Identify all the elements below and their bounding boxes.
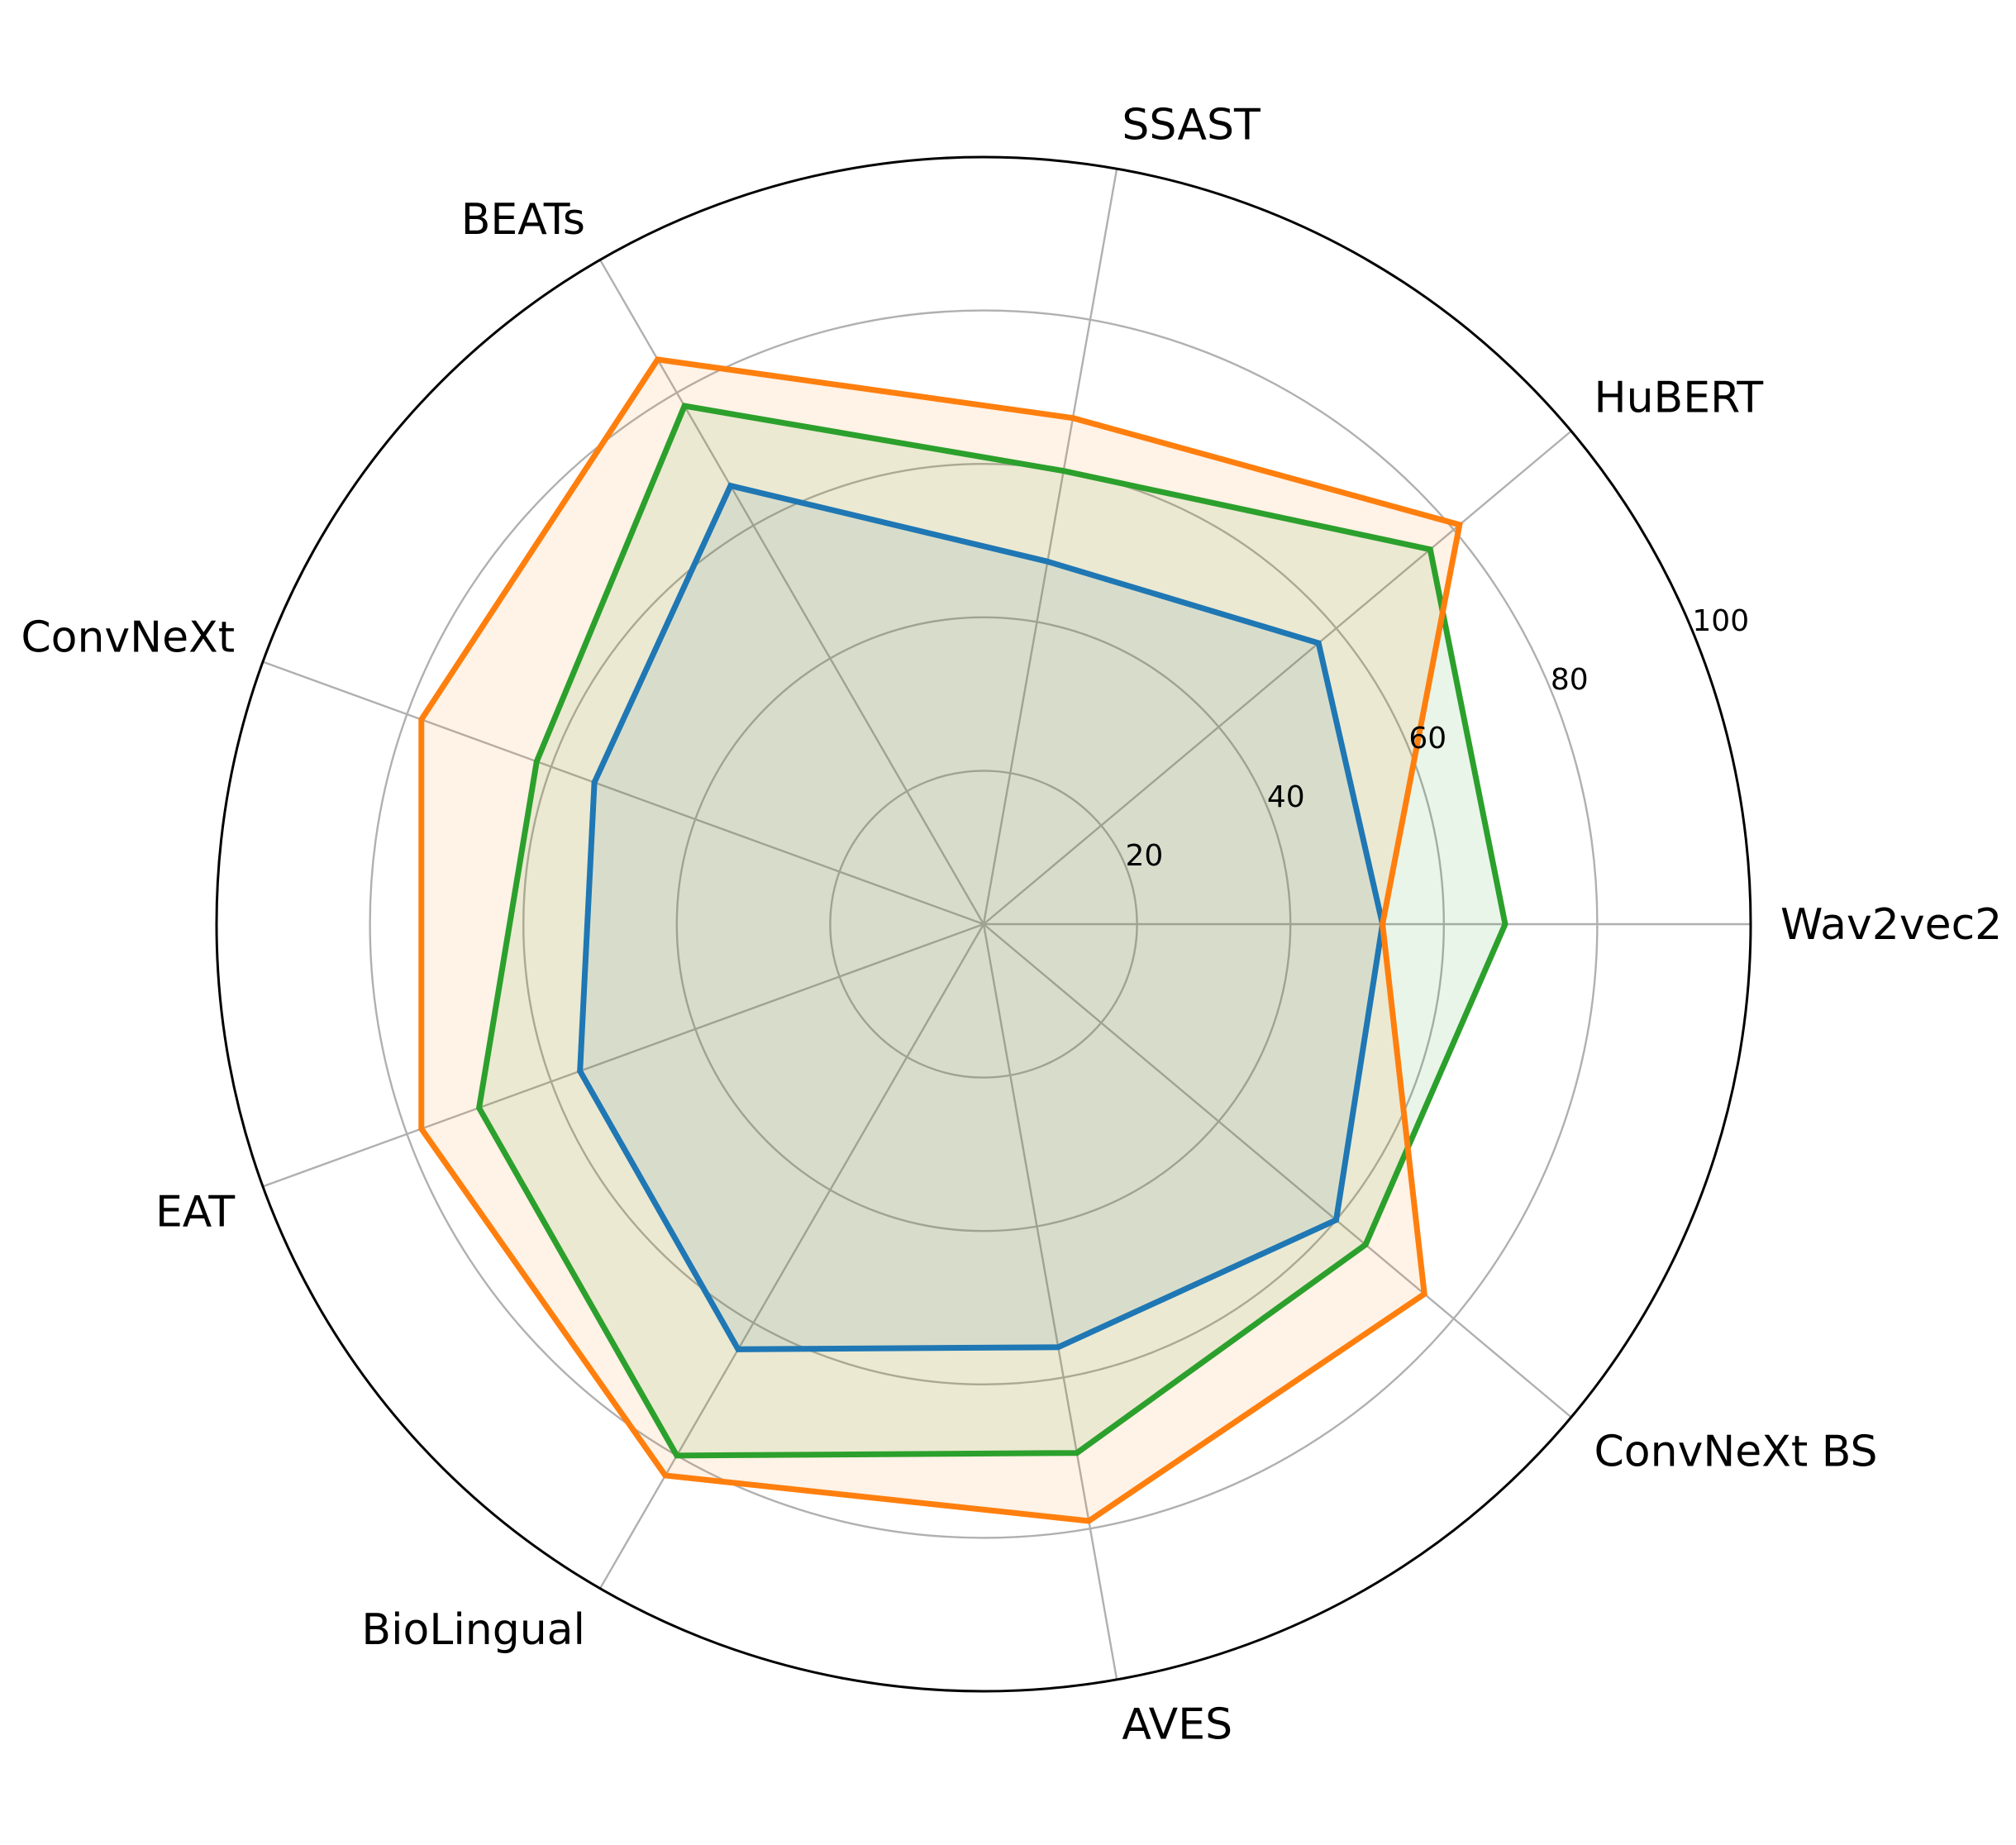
outer-circle (215, 155, 1752, 1693)
category-label-hubert: HuBERT (1594, 373, 1764, 422)
r-tick-label-60: 60 (1408, 722, 1446, 756)
spoke-hubert (983, 430, 1572, 925)
category-label-convnext-bs: ConvNeXt BS (1594, 1428, 1878, 1477)
series-1-fill (579, 485, 1383, 1350)
category-label-beats: BEATs (461, 195, 585, 245)
category-label-aves: AVES (1122, 1700, 1232, 1749)
r-tick-label-100: 100 (1692, 604, 1749, 638)
series-1-line (577, 482, 1386, 1352)
category-label-convnext: ConvNeXt (21, 613, 235, 662)
spoke-eat (262, 922, 984, 1188)
series-2-fill (479, 406, 1505, 1456)
category-label-eat: EAT (155, 1188, 235, 1237)
spoke-ssast (982, 168, 1118, 925)
radar-grid (262, 168, 1751, 1681)
spoke-aves (982, 923, 1118, 1681)
category-label-biolingual: BioLingual (361, 1605, 585, 1655)
category-label-wav2vec2: Wav2vec2 (1780, 900, 2002, 950)
spoke-beats (598, 259, 985, 925)
radar-series (418, 356, 1508, 1524)
category-label-ssast: SSAST (1122, 101, 1261, 150)
series-3-line (418, 356, 1463, 1524)
category-labels: Wav2vec2 HuBERT SSAST BEATs ConvNeXt EAT BioLi… (21, 101, 2002, 1750)
radar-outer-frame (215, 155, 1752, 1693)
series-2-line (475, 403, 1508, 1459)
spoke-convnext (262, 660, 984, 926)
radial-tick-labels: 20 40 60 80 100 (1126, 604, 1750, 873)
r-tick-label-40: 40 (1267, 780, 1305, 814)
series-3-fill (421, 359, 1460, 1521)
spoke-convnext-bs (983, 923, 1572, 1418)
r-tick-label-20: 20 (1126, 839, 1164, 873)
r-tick-label-80: 80 (1551, 663, 1589, 697)
